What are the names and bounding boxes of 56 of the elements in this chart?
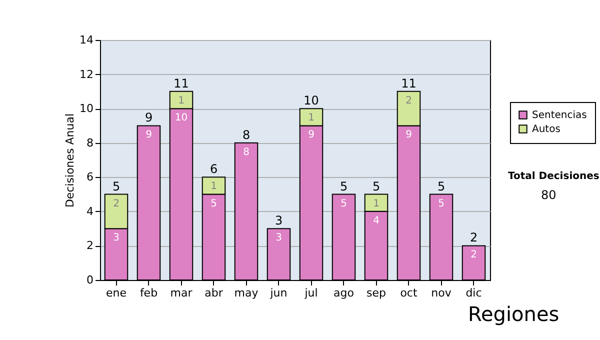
total-label: 9 <box>144 110 153 125</box>
text: Total Decisiones <box>508 171 600 182</box>
data-label: 2 <box>470 250 477 261</box>
data-label: 5 <box>210 198 217 210</box>
y-axis-title: Decisiones Anual <box>64 113 77 208</box>
total-label: 8 <box>242 128 250 142</box>
total-label: 5 <box>372 179 380 194</box>
total-label: 5 <box>437 179 446 194</box>
total-label: 5 <box>112 179 120 194</box>
text: 80 <box>541 188 556 202</box>
total-label: 3 <box>274 214 283 228</box>
x-tick-label: oct <box>400 286 418 300</box>
data-label: 1 <box>178 95 184 106</box>
total-label: 10 <box>304 94 319 108</box>
data-label: 1 <box>308 112 314 124</box>
x-tick-label: ene <box>106 286 127 300</box>
data-label: 9 <box>406 130 412 141</box>
x-tick-label: abr <box>204 286 224 300</box>
x-tick-label: dic <box>466 286 482 300</box>
total-label: 5 <box>340 179 348 194</box>
data-label: 3 <box>276 232 282 244</box>
x-tick-label: nov <box>431 286 452 300</box>
legend-label: Autos <box>532 124 560 135</box>
data-label: 3 <box>113 232 120 244</box>
y-tick-label: 12 <box>80 68 94 81</box>
data-label: 9 <box>146 130 152 141</box>
y-tick-label: 8 <box>86 136 94 150</box>
data-label: 5 <box>340 198 347 210</box>
data-label: 9 <box>308 130 314 141</box>
data-label: 5 <box>438 198 444 210</box>
x-tick-label: jun <box>269 286 288 300</box>
total-label: 11 <box>174 76 189 90</box>
text: Regiones <box>468 302 560 326</box>
x-tick-label: may <box>234 286 259 300</box>
total-label: 6 <box>210 162 218 176</box>
y-tick-label: 4 <box>86 204 94 218</box>
x-tick-label: feb <box>140 286 158 300</box>
y-tick-label: 10 <box>80 102 94 116</box>
data-label: 2 <box>113 198 120 210</box>
legend-label: Sentencias <box>532 110 587 121</box>
data-label: 1 <box>210 181 217 192</box>
data-label: 2 <box>406 95 412 106</box>
y-tick-label: 14 <box>80 34 94 46</box>
total-label: 11 <box>401 76 416 90</box>
data-label: 10 <box>174 112 188 124</box>
x-tick-label: jul <box>304 286 318 300</box>
y-tick-label: 0 <box>86 274 94 286</box>
x-tick-label: ago <box>334 286 354 300</box>
total-label: 2 <box>470 230 478 245</box>
x-tick-label: sep <box>366 286 386 300</box>
x-tick-label: mar <box>170 286 193 300</box>
data-label: 4 <box>373 215 380 226</box>
data-label: 8 <box>243 146 250 158</box>
data-label: 1 <box>373 198 380 210</box>
y-tick-label: 2 <box>86 239 94 252</box>
y-tick-label: 6 <box>86 170 94 184</box>
